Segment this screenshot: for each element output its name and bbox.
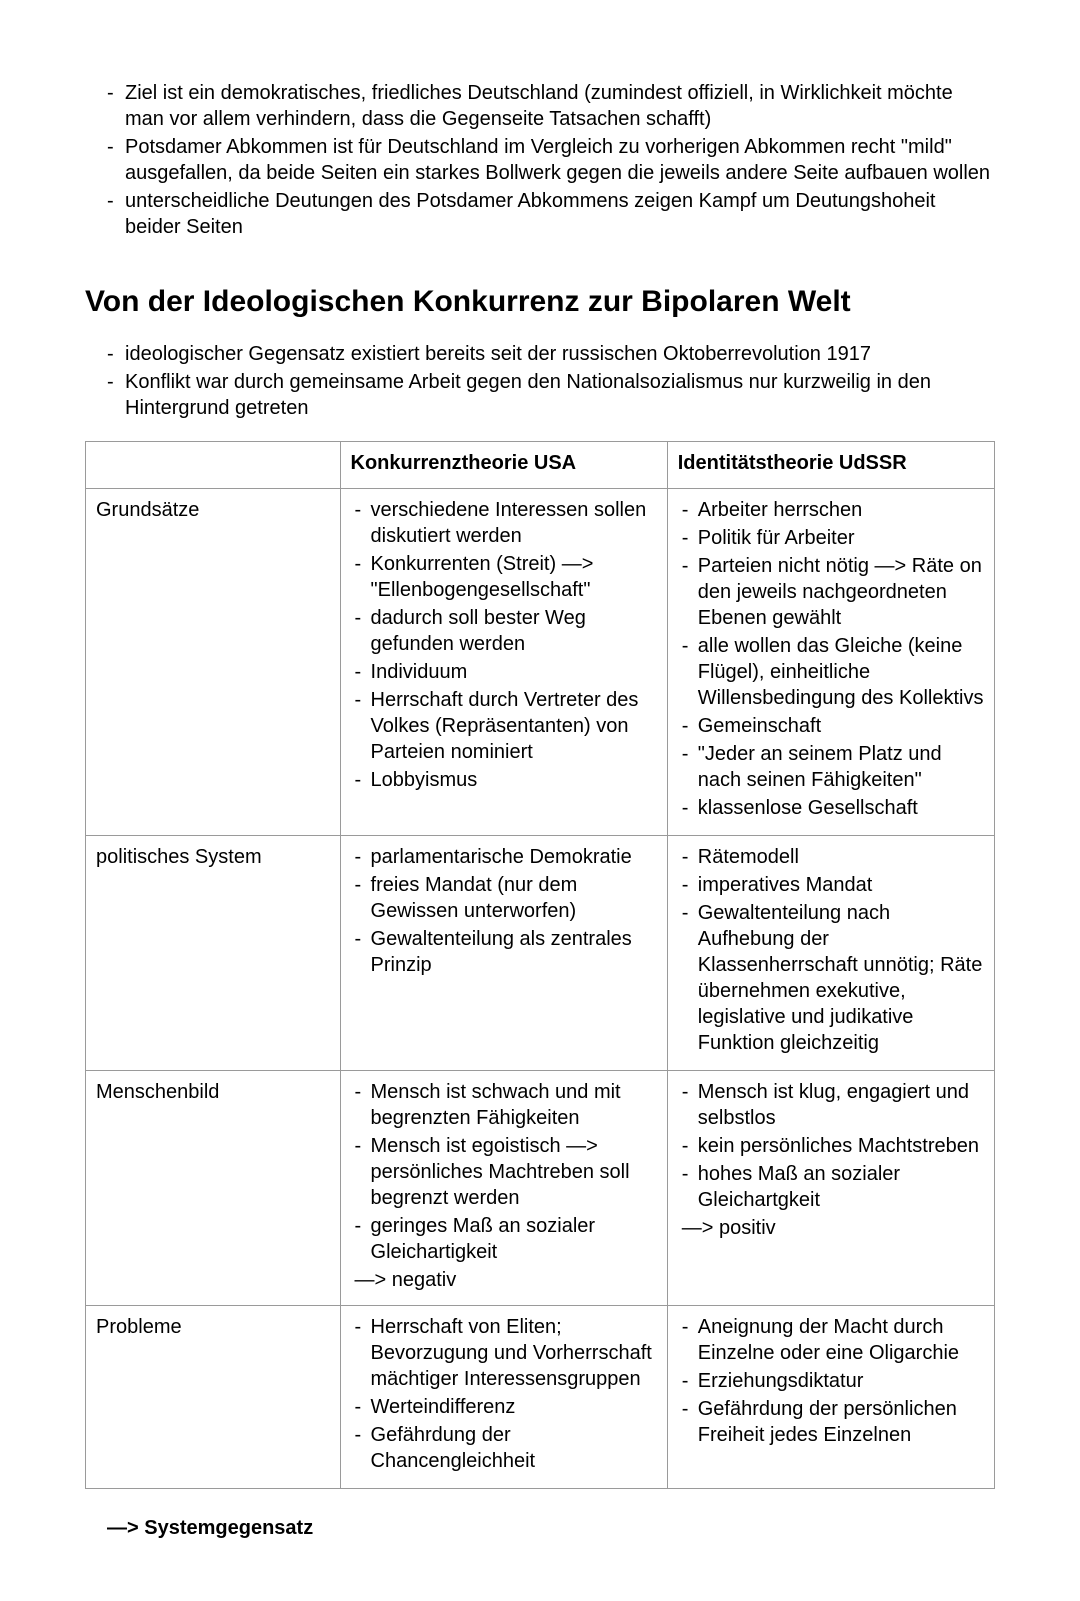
list-item: unterscheidliche Deutungen des Potsdamer… <box>107 188 995 240</box>
list-item: freies Mandat (nur dem Gewissen unterwor… <box>355 872 657 924</box>
table-header-ussr: Identitätstheorie UdSSR <box>667 442 994 489</box>
list-item: parlamentarische Demokratie <box>355 844 657 870</box>
list-item: "Jeder an seinem Platz und nach seinen F… <box>682 741 984 793</box>
list-item: dadurch soll bester Weg gefunden werden <box>355 605 657 657</box>
list-item: Konflikt war durch gemeinsame Arbeit geg… <box>107 369 995 421</box>
list-item: Gefährdung der persönlichen Freiheit jed… <box>682 1396 984 1448</box>
cell-ussr: Aneignung der Macht durch Einzelne oder … <box>667 1306 994 1489</box>
list-item: Konkurrenten (Streit) —> "Ellenbogengese… <box>355 551 657 603</box>
list-item: imperatives Mandat <box>682 872 984 898</box>
list-item: Herrschaft durch Vertreter des Volkes (R… <box>355 687 657 765</box>
section-bullet-list: ideologischer Gegensatz existiert bereit… <box>85 341 995 421</box>
cell-ussr: Arbeiter herrschen Politik für Arbeiter … <box>667 489 994 836</box>
list-item: Mensch ist egoistisch —> persönliches Ma… <box>355 1133 657 1211</box>
row-label: Grundsätze <box>86 489 341 836</box>
list-item: Mensch ist klug, engagiert und selbstlos <box>682 1079 984 1131</box>
table-row: Menschenbild Mensch ist schwach und mit … <box>86 1071 995 1306</box>
table-row: Grundsätze verschiedene Interessen solle… <box>86 489 995 836</box>
list-item: Politik für Arbeiter <box>682 525 984 551</box>
cell-ussr: Mensch ist klug, engagiert und selbstlos… <box>667 1071 994 1306</box>
list-item: Gewaltenteilung nach Aufhebung der Klass… <box>682 900 984 1056</box>
list-item: Werteindifferenz <box>355 1394 657 1420</box>
suffix-note: —> negativ <box>351 1267 657 1293</box>
list-item: Herrschaft von Eliten; Bevorzugung und V… <box>355 1314 657 1392</box>
list-item: Gemeinschaft <box>682 713 984 739</box>
suffix-note: —> positiv <box>678 1215 984 1241</box>
list-item: Potsdamer Abkommen ist für Deutschland i… <box>107 134 995 186</box>
list-item: ideologischer Gegensatz existiert bereit… <box>107 341 995 367</box>
intro-bullet-list: Ziel ist ein demokratisches, friedliches… <box>85 80 995 240</box>
table-row: politisches System parlamentarische Demo… <box>86 836 995 1071</box>
table-header-empty <box>86 442 341 489</box>
list-item: Gefährdung der Chancengleichheit <box>355 1422 657 1474</box>
list-item: Gewaltenteilung als zentrales Prinzip <box>355 926 657 978</box>
list-item: Lobbyismus <box>355 767 657 793</box>
list-item: geringes Maß an sozialer Gleichartigkeit <box>355 1213 657 1265</box>
list-item: alle wollen das Gleiche (keine Flügel), … <box>682 633 984 711</box>
list-item: klassenlose Gesellschaft <box>682 795 984 821</box>
table-header-row: Konkurrenztheorie USA Identitätstheorie … <box>86 442 995 489</box>
list-item: Arbeiter herrschen <box>682 497 984 523</box>
list-item: Individuum <box>355 659 657 685</box>
cell-ussr: Rätemodell imperatives Mandat Gewaltente… <box>667 836 994 1071</box>
cell-usa: parlamentarische Demokratie freies Manda… <box>340 836 667 1071</box>
comparison-table: Konkurrenztheorie USA Identitätstheorie … <box>85 441 995 1489</box>
list-item: Ziel ist ein demokratisches, friedliches… <box>107 80 995 132</box>
list-item: Parteien nicht nötig —> Räte on den jewe… <box>682 553 984 631</box>
list-item: hohes Maß an sozialer Gleichartgkeit <box>682 1161 984 1213</box>
footer-conclusion: —> Systemgegensatz <box>85 1515 995 1541</box>
row-label: Probleme <box>86 1306 341 1489</box>
row-label: Menschenbild <box>86 1071 341 1306</box>
table-row: Probleme Herrschaft von Eliten; Bevorzug… <box>86 1306 995 1489</box>
cell-usa: Herrschaft von Eliten; Bevorzugung und V… <box>340 1306 667 1489</box>
table-header-usa: Konkurrenztheorie USA <box>340 442 667 489</box>
list-item: kein persönliches Machtstreben <box>682 1133 984 1159</box>
section-heading: Von der Ideologischen Konkurrenz zur Bip… <box>85 282 995 321</box>
row-label: politisches System <box>86 836 341 1071</box>
cell-usa: Mensch ist schwach und mit begrenzten Fä… <box>340 1071 667 1306</box>
list-item: Mensch ist schwach und mit begrenzten Fä… <box>355 1079 657 1131</box>
list-item: Erziehungsdiktatur <box>682 1368 984 1394</box>
list-item: Rätemodell <box>682 844 984 870</box>
list-item: verschiedene Interessen sollen diskutier… <box>355 497 657 549</box>
cell-usa: verschiedene Interessen sollen diskutier… <box>340 489 667 836</box>
list-item: Aneignung der Macht durch Einzelne oder … <box>682 1314 984 1366</box>
